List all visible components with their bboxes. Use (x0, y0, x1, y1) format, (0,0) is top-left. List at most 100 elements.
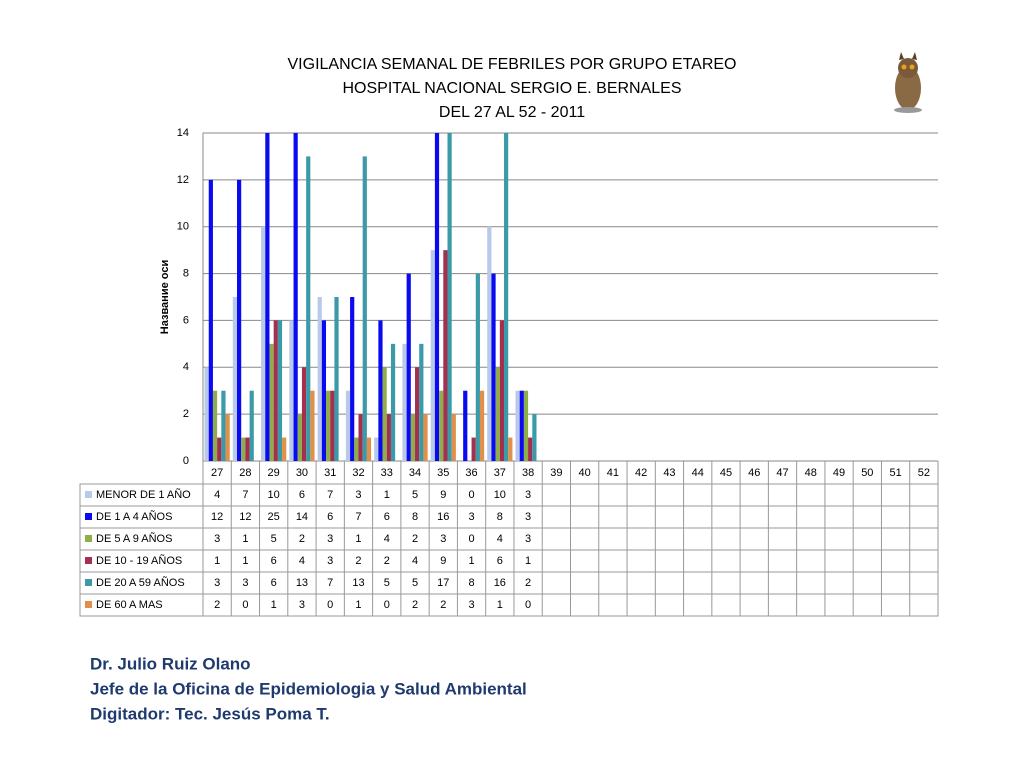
table-cell: 0 (525, 599, 531, 611)
table-cell: 1 (271, 599, 277, 611)
bar (499, 320, 505, 461)
table-cell: 5 (412, 489, 418, 501)
bar (358, 414, 363, 461)
table-cell: 12 (239, 511, 251, 523)
bar (519, 390, 524, 461)
bar (350, 297, 355, 461)
bar (362, 156, 367, 461)
x-tick-label: 28 (239, 467, 251, 479)
bar (204, 367, 209, 461)
table-cell: 5 (412, 577, 418, 589)
bar (273, 320, 278, 461)
table-cell: 1 (384, 489, 390, 501)
table-cell: 6 (384, 511, 390, 523)
bar (261, 226, 266, 461)
x-tick-label: 49 (833, 467, 845, 479)
table-cell: 8 (468, 577, 474, 589)
table-cell: 4 (384, 533, 390, 545)
bar (532, 414, 537, 461)
bar (306, 156, 311, 461)
table-cell: 3 (214, 577, 220, 589)
table-cell: 12 (211, 511, 223, 523)
y-tick-label: 2 (183, 408, 189, 420)
bar (330, 390, 335, 461)
y-tick-label: 0 (183, 455, 189, 467)
legend-swatch (85, 601, 92, 608)
legend-label: DE 20 A 59 AÑOS (96, 576, 185, 589)
x-tick-label: 41 (607, 467, 619, 479)
table-cell: 6 (327, 511, 333, 523)
table-cell: 16 (437, 511, 449, 523)
bar (289, 320, 294, 461)
bar (430, 250, 435, 461)
x-tick-label: 38 (522, 467, 534, 479)
table-cell: 8 (497, 511, 503, 523)
x-tick-label: 39 (550, 467, 562, 479)
bar (374, 437, 379, 461)
owl-icon (894, 52, 922, 113)
bar (317, 297, 322, 461)
chart-title: HOSPITAL NACIONAL SERGIO E. BERNALES (342, 80, 681, 97)
table-cell: 0 (242, 599, 248, 611)
bar (245, 437, 250, 461)
table-cell: 2 (440, 599, 446, 611)
table-cell: 17 (437, 577, 449, 589)
bar (334, 297, 339, 461)
x-tick-label: 48 (805, 467, 817, 479)
bar (491, 273, 496, 461)
bar (212, 390, 218, 461)
bar (423, 414, 428, 461)
bar (402, 343, 407, 461)
table-cell: 1 (355, 533, 361, 545)
x-tick-label: 36 (465, 467, 477, 479)
bar (326, 390, 331, 461)
y-tick-label: 8 (183, 267, 189, 279)
x-tick-label: 35 (437, 467, 449, 479)
table-cell: 6 (299, 489, 305, 501)
table-cell: 4 (214, 489, 220, 501)
table-cell: 2 (355, 555, 361, 567)
table-cell: 14 (296, 511, 308, 523)
table-cell: 6 (271, 577, 277, 589)
table-cell: 16 (494, 577, 506, 589)
bar (208, 179, 213, 461)
bar (443, 250, 448, 461)
table-cell: 3 (214, 533, 220, 545)
y-tick-label: 6 (183, 314, 189, 326)
table-cell: 3 (468, 599, 474, 611)
legend-swatch (85, 513, 92, 520)
table-cell: 1 (242, 533, 248, 545)
bar (345, 390, 351, 461)
table-cell: 7 (327, 489, 333, 501)
table-cell: 1 (468, 555, 474, 567)
y-axis-title: Название оси (159, 260, 171, 334)
bar (487, 226, 492, 461)
bar (301, 367, 307, 461)
table-cell: 9 (440, 555, 446, 567)
x-tick-label: 40 (579, 467, 591, 479)
table-cell: 6 (271, 555, 277, 567)
x-tick-label: 43 (663, 467, 675, 479)
bar (410, 414, 416, 461)
x-tick-label: 52 (918, 467, 930, 479)
bar (515, 390, 520, 461)
legend-label: DE 5 A 9 AÑOS (96, 532, 172, 545)
bar (471, 437, 476, 461)
bar (508, 437, 513, 461)
table-cell: 4 (412, 555, 418, 567)
bar (415, 367, 420, 461)
bars (204, 133, 537, 461)
x-tick-label: 45 (720, 467, 732, 479)
table-cell: 4 (497, 533, 503, 545)
legend-swatch (85, 491, 92, 498)
table-cell: 0 (384, 599, 390, 611)
bar (382, 367, 387, 461)
bar (366, 437, 372, 461)
table-cell: 10 (268, 489, 280, 501)
legend-label: DE 60 A MAS (96, 599, 163, 611)
footer-text: Digitador: Tec. Jesús Poma T. (90, 704, 330, 723)
bar (390, 343, 396, 461)
table-cell: 0 (327, 599, 333, 611)
table-cell: 9 (440, 489, 446, 501)
